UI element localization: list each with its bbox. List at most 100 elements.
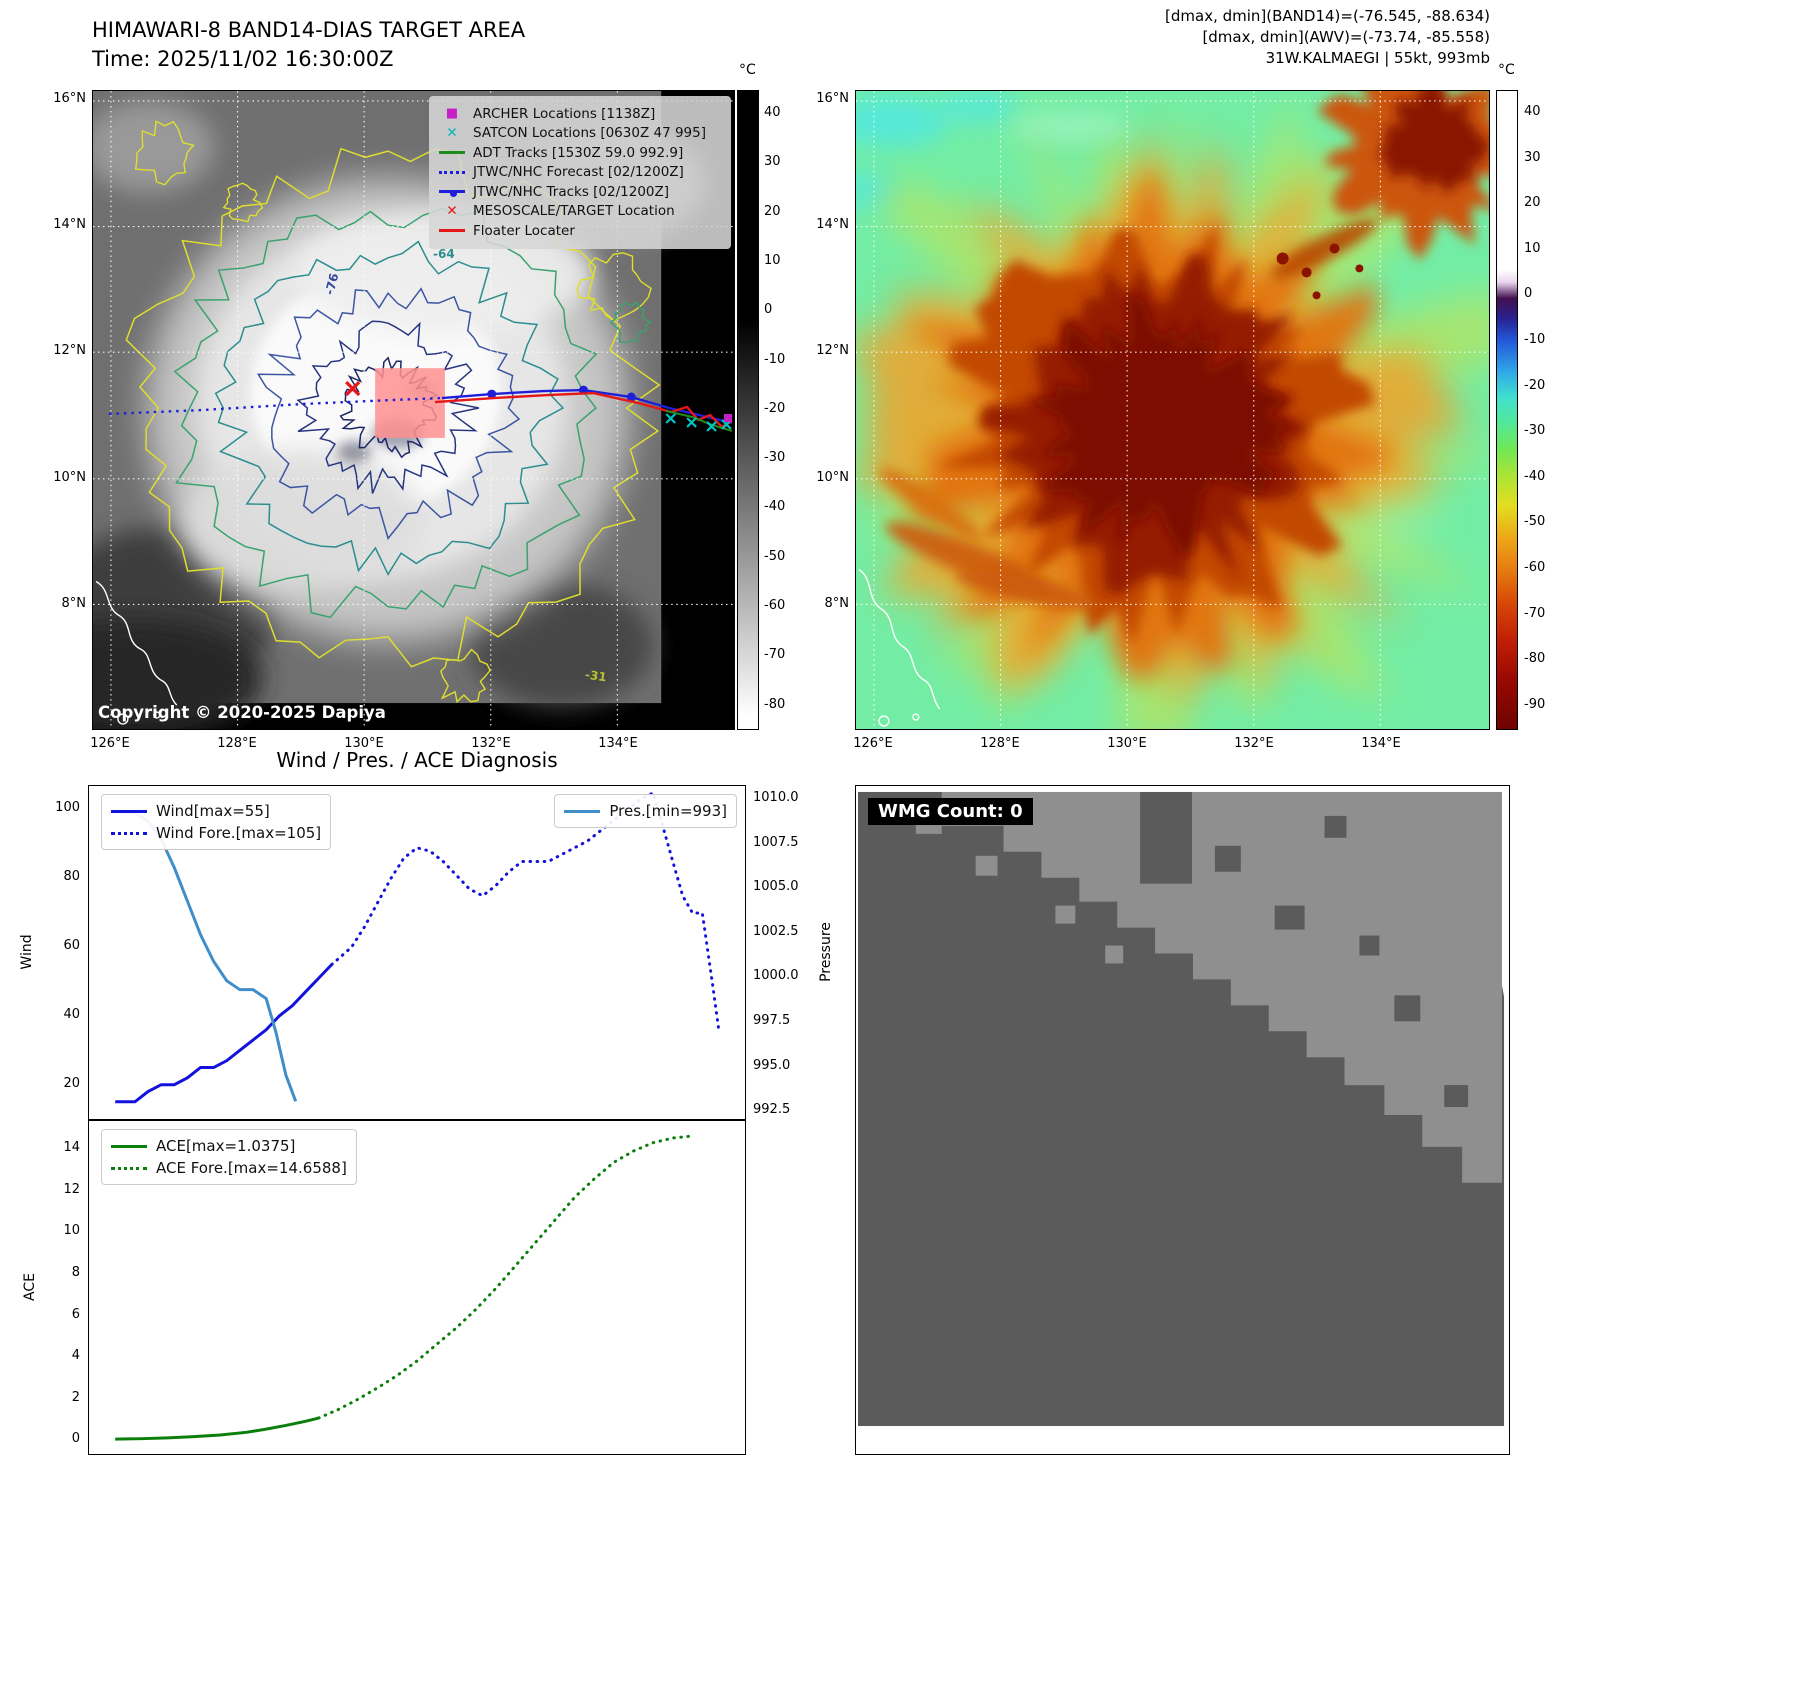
colorbar-tick-label: -90 bbox=[1524, 696, 1546, 712]
legend-row: ACE Fore.[max=14.6588] bbox=[111, 1157, 347, 1179]
pressure-y-tick: 1005.0 bbox=[753, 879, 799, 895]
wind-legend-label: Wind[max=55] bbox=[156, 802, 270, 820]
coastline bbox=[95, 580, 178, 725]
legend-row: ACE[max=1.0375] bbox=[111, 1135, 347, 1157]
wind-legend: Wind[max=55] Wind Fore.[max=105] bbox=[101, 794, 332, 850]
legend-row: Wind Fore.[max=105] bbox=[111, 822, 321, 844]
colorbar-unit-label: °C bbox=[739, 62, 756, 78]
latlon-grid bbox=[856, 91, 1489, 729]
colorbar-tick-label: 20 bbox=[764, 203, 781, 219]
target-area-box bbox=[375, 368, 445, 438]
archer-marker bbox=[724, 413, 733, 422]
contour-label: -31 bbox=[584, 667, 608, 685]
colorbar-tick-label: -10 bbox=[764, 351, 786, 367]
mesoscale-target-marker bbox=[345, 380, 361, 397]
lon-tick-label: 128°E bbox=[980, 736, 1020, 751]
colorbar-tick-label: 10 bbox=[1524, 240, 1541, 256]
ace-line-sample bbox=[111, 1144, 147, 1148]
series-line bbox=[115, 963, 333, 1104]
colorbar-tick-label: -40 bbox=[1524, 468, 1546, 484]
colorbar-tick-label: 0 bbox=[1524, 286, 1533, 302]
pressure-axis-label: Pressure bbox=[818, 922, 834, 982]
wind-forecast-line-sample bbox=[111, 831, 147, 835]
wind-y-tick: 100 bbox=[55, 800, 80, 816]
lat-tick-label: 8°N bbox=[824, 596, 850, 611]
legend-item-label: MESOSCALE/TARGET Location bbox=[473, 203, 675, 220]
ace-chart: ACE[max=1.0375] ACE Fore.[max=14.6588] bbox=[88, 1120, 746, 1455]
wmg-mask-image bbox=[856, 786, 1509, 1454]
colorbar-unit-label: °C bbox=[1498, 62, 1515, 78]
band14-panel-time: Time: 2025/11/02 16:30:00Z bbox=[92, 47, 394, 71]
red-line-icon bbox=[437, 224, 467, 238]
series-line bbox=[115, 1416, 319, 1441]
cyan-x-icon bbox=[437, 126, 467, 140]
red-x-icon bbox=[437, 204, 467, 218]
colorbar-tick-label: -30 bbox=[764, 450, 786, 466]
legend-item: JTWC/NHC Forecast [02/1200Z] bbox=[437, 163, 723, 183]
legend-item-label: Floater Locater bbox=[473, 222, 575, 239]
green-line-icon bbox=[437, 146, 467, 160]
wmg-dark-blocks bbox=[1140, 791, 1469, 1108]
series-line bbox=[317, 1134, 691, 1420]
series-line bbox=[115, 811, 298, 1102]
rainbow-colorbar bbox=[1496, 90, 1518, 730]
colorbar-tick-label: -20 bbox=[764, 400, 786, 416]
map-legend: ARCHER Locations [1138Z] SATCON Locations… bbox=[429, 96, 731, 249]
coastline bbox=[858, 568, 941, 727]
lon-tick-label: 130°E bbox=[1107, 736, 1147, 751]
contour-label: -64 bbox=[433, 247, 455, 261]
legend-item: ADT Tracks [1530Z 59.0 992.9] bbox=[437, 143, 723, 163]
legend-item: JTWC/NHC Tracks [02/1200Z] bbox=[437, 182, 723, 202]
lon-tick-label: 128°E bbox=[217, 736, 257, 751]
map-legend-items: ARCHER Locations [1138Z] SATCON Locations… bbox=[437, 104, 723, 241]
colorbar-tick-label: 30 bbox=[1524, 149, 1541, 165]
lon-tick-label: 130°E bbox=[344, 736, 384, 751]
wmg-edge-sliver bbox=[1502, 791, 1509, 1026]
ace-plot-area bbox=[115, 1134, 691, 1441]
legend-item: SATCON Locations [0630Z 47 995] bbox=[437, 124, 723, 144]
legend-row: Pres.[min=993] bbox=[564, 800, 727, 822]
legend-item-label: SATCON Locations [0630Z 47 995] bbox=[473, 125, 706, 142]
ace-y-tick: 0 bbox=[71, 1431, 80, 1447]
jtwc-track-line bbox=[441, 388, 733, 425]
legend-item: ARCHER Locations [1138Z] bbox=[437, 104, 723, 124]
legend-item-label: JTWC/NHC Forecast [02/1200Z] bbox=[473, 164, 684, 181]
copyright-text: Copyright © 2020-2025 Dapiya bbox=[98, 703, 386, 722]
ace-y-tick: 6 bbox=[71, 1306, 80, 1322]
wind-pressure-chart: Wind[max=55] Wind Fore.[max=105] Pres.[m… bbox=[88, 785, 746, 1120]
diagnosis-title: Wind / Pres. / ACE Diagnosis bbox=[276, 748, 558, 772]
wmg-light-region bbox=[941, 791, 1503, 1183]
lat-tick-label: 12°N bbox=[816, 343, 849, 358]
band14-satellite-map: ARCHER Locations [1138Z] SATCON Locations… bbox=[92, 90, 735, 730]
storm-id-intensity: 31W.KALMAEGI | 55kt, 993mb bbox=[1265, 49, 1490, 67]
ace-legend: ACE[max=1.0375] ACE Fore.[max=14.6588] bbox=[101, 1129, 357, 1185]
dmax-dmin-awv: [dmax, dmin](AWV)=(-73.74, -85.558) bbox=[1202, 28, 1490, 46]
colorbar-tick-label: -70 bbox=[764, 647, 786, 663]
colorbar-tick-label: -20 bbox=[1524, 377, 1546, 393]
colorbar-tick-label: -60 bbox=[1524, 560, 1546, 575]
pressure-y-tick: 995.0 bbox=[753, 1057, 791, 1073]
legend-item-label: JTWC/NHC Tracks [02/1200Z] bbox=[473, 183, 670, 200]
storm-cloud-shield bbox=[856, 91, 1489, 729]
ace-y-tick: 4 bbox=[71, 1348, 80, 1364]
lon-tick-label: 126°E bbox=[853, 736, 893, 751]
colorbar-tick-label: -60 bbox=[764, 598, 786, 613]
wind-y-tick: 20 bbox=[63, 1076, 80, 1092]
pressure-y-tick: 1002.5 bbox=[753, 923, 799, 939]
ace-forecast-legend-label: ACE Fore.[max=14.6588] bbox=[156, 1159, 347, 1177]
pressure-y-tick: 1000.0 bbox=[753, 968, 799, 984]
pressure-y-tick: 992.5 bbox=[753, 1102, 791, 1118]
lon-tick-label: 126°E bbox=[90, 736, 130, 751]
colorbar-tick-label: 30 bbox=[764, 154, 781, 170]
colorbar-tick-label: 10 bbox=[764, 252, 781, 268]
ace-y-tick: 12 bbox=[63, 1181, 80, 1197]
colorbar-tick-label: 20 bbox=[1524, 195, 1541, 211]
lat-tick-label: 14°N bbox=[816, 217, 849, 232]
lon-tick-label: 134°E bbox=[598, 736, 638, 751]
band14-panel-title: HIMAWARI-8 BAND14-DIAS TARGET AREA bbox=[92, 18, 526, 42]
blue-dotted-line-icon bbox=[437, 165, 467, 179]
magenta-square-icon bbox=[437, 106, 467, 121]
ace-y-tick: 8 bbox=[71, 1264, 80, 1280]
wind-y-tick: 40 bbox=[63, 1007, 80, 1023]
colorbar-tick-label: 0 bbox=[764, 302, 773, 318]
